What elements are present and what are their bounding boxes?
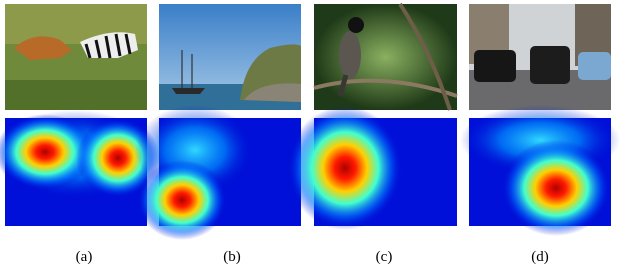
panel-label: (d) <box>531 249 549 265</box>
figure: (a) (b) (c) (d) <box>0 0 626 273</box>
page: (a) (b) (c) (d) (() => { const data = JS… <box>0 0 626 273</box>
photo-c <box>314 4 457 110</box>
heatmap-d <box>460 105 620 236</box>
heatmap-c <box>287 106 457 230</box>
photo-b <box>159 4 301 110</box>
heatmap-a <box>0 110 160 226</box>
heatmap-b <box>135 105 301 240</box>
panel-label: (a) <box>76 249 93 265</box>
photo-d <box>469 4 611 110</box>
photo-a <box>5 4 147 110</box>
panel-label: (b) <box>223 249 241 265</box>
panel-label: (c) <box>376 249 393 265</box>
